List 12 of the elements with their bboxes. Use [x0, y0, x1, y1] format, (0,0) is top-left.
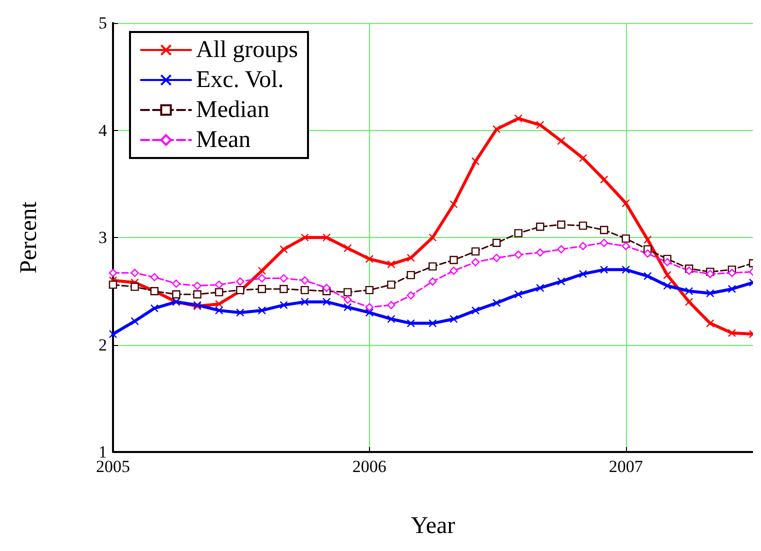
x-tick-label: 2007: [608, 457, 644, 476]
x-axis-title: Year: [410, 513, 456, 539]
legend-label: All groups: [196, 37, 298, 63]
legend-label: Median: [196, 97, 270, 123]
y-tick-label: 5: [98, 14, 107, 32]
y-tick-label: 3: [98, 228, 107, 247]
y-axis-title: Percent: [16, 201, 42, 274]
legend-label: Exc. Vol.: [196, 67, 284, 93]
y-tick-label: 2: [98, 335, 107, 354]
y-tick-label: 4: [98, 120, 108, 140]
legend-label: Mean: [196, 127, 251, 153]
x-tick-label: 2006: [352, 457, 386, 476]
